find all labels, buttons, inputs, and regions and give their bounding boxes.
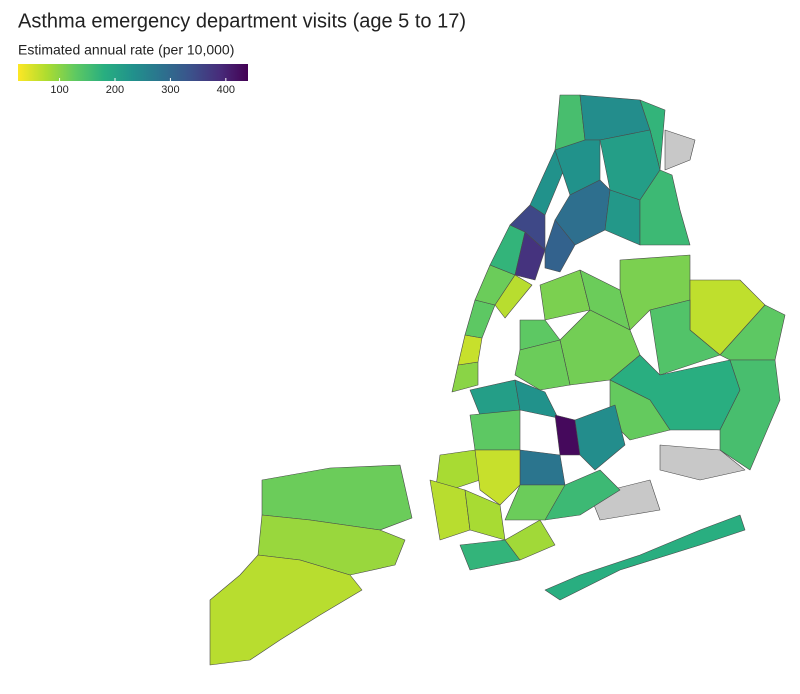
colorbar-tick-label: 100 [50, 84, 68, 96]
region [719, 359, 781, 471]
region [604, 189, 641, 246]
colorbar [18, 64, 248, 81]
region [494, 274, 533, 319]
region [504, 519, 556, 561]
no-data-region [664, 129, 696, 171]
region [639, 169, 691, 246]
region [209, 554, 363, 666]
region [649, 299, 721, 376]
map-title: Asthma emergency department visits (age … [18, 10, 466, 32]
region [719, 304, 786, 361]
region [451, 361, 479, 393]
colorbar-tick-label: 400 [217, 84, 235, 96]
region [429, 479, 471, 541]
region [574, 404, 626, 471]
region [509, 204, 546, 251]
region [519, 449, 566, 486]
colorbar-tick-label: 300 [161, 84, 179, 96]
region [464, 299, 496, 339]
region [544, 219, 576, 273]
region [514, 339, 571, 391]
no-data-region [589, 479, 661, 521]
region [504, 484, 566, 521]
colorbar-tick-label: 200 [106, 84, 124, 96]
region [554, 139, 601, 196]
region [469, 409, 521, 451]
legend-title: Estimated annual rate (per 10,000) [18, 42, 234, 58]
regions [209, 94, 786, 666]
region [457, 334, 483, 366]
no-data-region [659, 444, 746, 481]
region [474, 449, 521, 506]
region [544, 514, 746, 601]
